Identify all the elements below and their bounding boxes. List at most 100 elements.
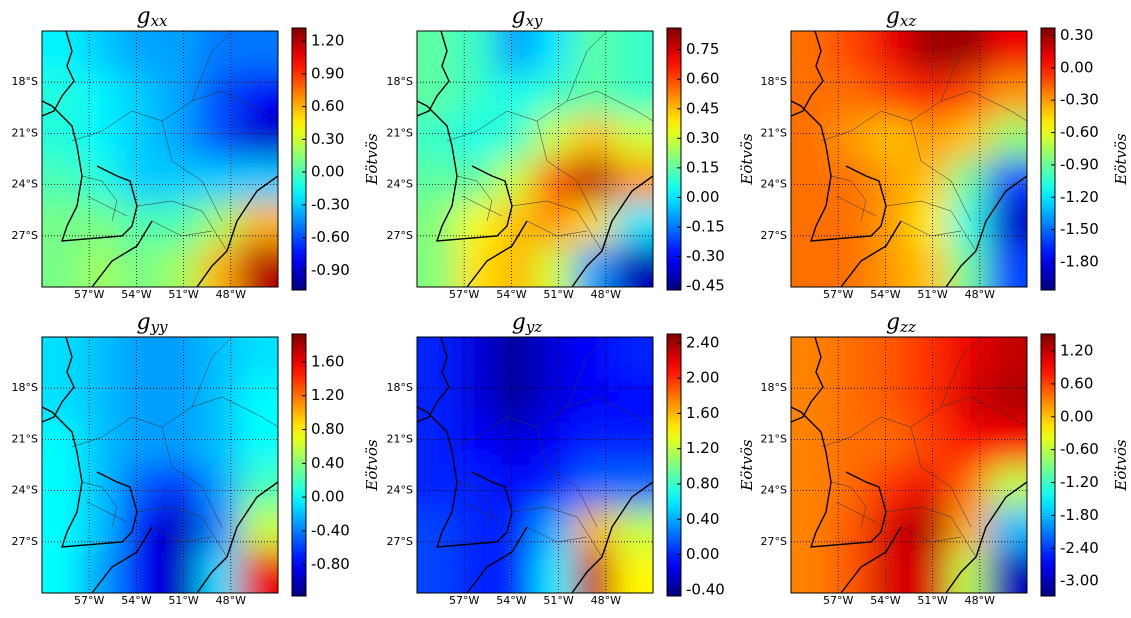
heatmap-cell: [417, 550, 457, 593]
heatmap-cell: [238, 379, 278, 423]
heatmap: [42, 31, 278, 287]
heatmap-cell: [613, 201, 653, 245]
heatmap-cell: [830, 337, 871, 381]
heatmap-cell: [199, 507, 240, 551]
heatmap-cell: [987, 244, 1027, 287]
plot-frame: [41, 336, 279, 594]
heatmap-cell: [535, 379, 575, 423]
heatmap-cell: [791, 337, 831, 381]
colorbar-label: Eötvös: [738, 439, 756, 492]
heatmap-cell: [199, 337, 240, 381]
heatmap-cell: [456, 31, 497, 75]
x-tick-label: 48°W: [216, 594, 246, 607]
heatmap-cell: [869, 550, 910, 593]
heatmap-cell: [417, 465, 457, 509]
colorbar-tick-label: -0.30: [311, 195, 350, 213]
heatmap-cell: [160, 116, 200, 160]
heatmap-cell: [535, 337, 575, 381]
heatmap-cell: [238, 507, 278, 551]
heatmap-cell: [160, 379, 200, 423]
heatmap-cell: [495, 465, 536, 509]
heatmap-cell: [160, 73, 200, 117]
colorbar-tick-label: 1.20: [311, 386, 344, 404]
map-panel: [417, 31, 653, 287]
heatmap-cell: [948, 73, 989, 117]
heatmap-cell: [120, 422, 161, 466]
map-panel: [791, 337, 1027, 593]
heatmap-cell: [909, 379, 949, 423]
heatmap-cell: [909, 31, 949, 75]
title-subscript: yz: [525, 318, 542, 336]
heatmap-cell: [948, 465, 989, 509]
heatmap-cell: [574, 201, 615, 245]
colorbar-label: Eötvös: [363, 133, 381, 186]
colorbar-tick-label: 0.30: [1060, 26, 1093, 44]
heatmap-cell: [948, 159, 989, 203]
y-tick-label: 27°S: [387, 535, 413, 548]
panel-title: gxy: [511, 4, 543, 30]
heatmap-cell: [613, 550, 653, 593]
heatmap-cell: [81, 550, 122, 593]
heatmap-cell: [948, 337, 989, 381]
heatmap-cell: [830, 31, 871, 75]
heatmap-cell: [987, 507, 1027, 551]
heatmap-cell: [495, 507, 536, 551]
colorbar-tick-label: 0.00: [311, 163, 344, 181]
heatmap-cell: [199, 422, 240, 466]
heatmap-cell: [120, 159, 161, 203]
colorbar-tick-label: 0.80: [311, 420, 344, 438]
y-tick-label: 27°S: [761, 229, 787, 242]
heatmap-cell: [238, 116, 278, 160]
heatmap-cell: [909, 73, 949, 117]
heatmap-cell: [160, 337, 200, 381]
colorbar-tick-label: -0.80: [311, 555, 350, 573]
heatmap-cell: [495, 422, 536, 466]
heatmap-cell: [909, 116, 949, 160]
heatmap-cell: [456, 244, 497, 287]
heatmap-cell: [199, 201, 240, 245]
colorbar-tick-label: 0.00: [686, 545, 719, 563]
colorbar-tick-label: 0.60: [311, 97, 344, 115]
map-panel: [42, 31, 278, 287]
heatmap-cell: [574, 337, 615, 381]
x-tick-label: 54°W: [870, 288, 900, 301]
x-tick-label: 51°W: [917, 288, 947, 301]
heatmap-cell: [613, 73, 653, 117]
y-tick-label: 18°S: [12, 381, 38, 394]
heatmap-cell: [120, 550, 161, 593]
heatmap-cell: [495, 201, 536, 245]
heatmap-cell: [613, 422, 653, 466]
heatmap-cell: [987, 337, 1027, 381]
heatmap-cell: [160, 507, 200, 551]
heatmap-cell: [791, 244, 831, 287]
heatmap-cell: [535, 550, 575, 593]
heatmap-cell: [495, 73, 536, 117]
heatmap-cell: [909, 337, 949, 381]
heatmap-cell: [987, 73, 1027, 117]
heatmap: [791, 337, 1027, 593]
heatmap-cell: [987, 116, 1027, 160]
heatmap-cell: [830, 73, 871, 117]
x-tick-label: 57°W: [823, 288, 853, 301]
heatmap-cell: [160, 159, 200, 203]
heatmap-cell: [81, 337, 122, 381]
colorbar-tick-label: 0.00: [686, 188, 719, 206]
x-tick-label: 54°W: [870, 594, 900, 607]
heatmap-cell: [456, 379, 497, 423]
heatmap-cell: [948, 116, 989, 160]
heatmap-cell: [909, 465, 949, 509]
heatmap-cell: [574, 379, 615, 423]
heatmap-cell: [160, 201, 200, 245]
heatmap-cell: [456, 73, 497, 117]
heatmap-cell: [987, 201, 1027, 245]
heatmap-cell: [199, 244, 240, 287]
heatmap-cell: [199, 116, 240, 160]
panel-title: gxz: [886, 4, 917, 30]
heatmap-cell: [574, 159, 615, 203]
plot-frame: [416, 336, 654, 594]
colorbar-tick-label: 0.30: [311, 130, 344, 148]
heatmap-cell: [238, 73, 278, 117]
y-tick-label: 27°S: [12, 229, 38, 242]
y-tick-label: 21°S: [761, 432, 787, 445]
x-tick-label: 57°W: [74, 594, 104, 607]
